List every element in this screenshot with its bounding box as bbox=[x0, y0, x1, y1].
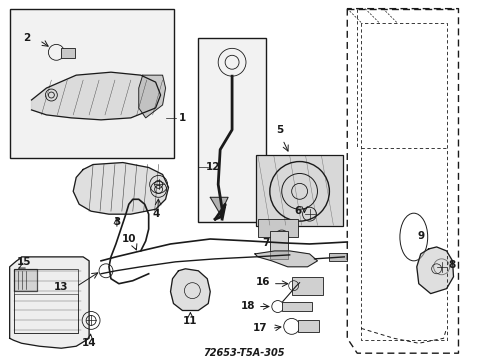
Text: 1: 1 bbox=[178, 113, 185, 123]
FancyBboxPatch shape bbox=[297, 320, 319, 332]
Polygon shape bbox=[170, 269, 210, 310]
Text: 5: 5 bbox=[276, 125, 283, 135]
Text: 16: 16 bbox=[255, 277, 269, 287]
Polygon shape bbox=[73, 163, 168, 214]
Text: 14: 14 bbox=[81, 338, 96, 348]
FancyBboxPatch shape bbox=[329, 253, 346, 261]
Text: 15: 15 bbox=[17, 257, 31, 267]
Polygon shape bbox=[254, 251, 317, 267]
FancyBboxPatch shape bbox=[291, 277, 323, 294]
FancyBboxPatch shape bbox=[269, 231, 287, 259]
FancyBboxPatch shape bbox=[198, 39, 265, 222]
Polygon shape bbox=[416, 247, 452, 294]
FancyBboxPatch shape bbox=[61, 48, 75, 58]
FancyBboxPatch shape bbox=[257, 219, 297, 237]
FancyBboxPatch shape bbox=[281, 302, 311, 311]
Polygon shape bbox=[10, 257, 89, 348]
Polygon shape bbox=[31, 72, 160, 120]
Text: 11: 11 bbox=[183, 316, 197, 327]
Text: 10: 10 bbox=[122, 234, 136, 244]
Text: 72653-T5A-305: 72653-T5A-305 bbox=[203, 348, 284, 358]
Text: 4: 4 bbox=[153, 209, 160, 219]
Polygon shape bbox=[139, 75, 165, 118]
Text: 17: 17 bbox=[253, 323, 267, 333]
Text: 12: 12 bbox=[205, 162, 220, 171]
FancyBboxPatch shape bbox=[255, 154, 343, 226]
Polygon shape bbox=[210, 197, 227, 214]
Text: 6: 6 bbox=[294, 206, 301, 216]
Text: 13: 13 bbox=[54, 282, 68, 292]
Text: 18: 18 bbox=[240, 301, 254, 311]
Text: 8: 8 bbox=[447, 260, 455, 270]
Text: 7: 7 bbox=[262, 238, 269, 248]
FancyBboxPatch shape bbox=[10, 9, 173, 158]
Text: 2: 2 bbox=[23, 33, 31, 44]
Text: 9: 9 bbox=[416, 231, 424, 241]
Text: 3: 3 bbox=[113, 217, 120, 227]
FancyBboxPatch shape bbox=[14, 269, 38, 291]
